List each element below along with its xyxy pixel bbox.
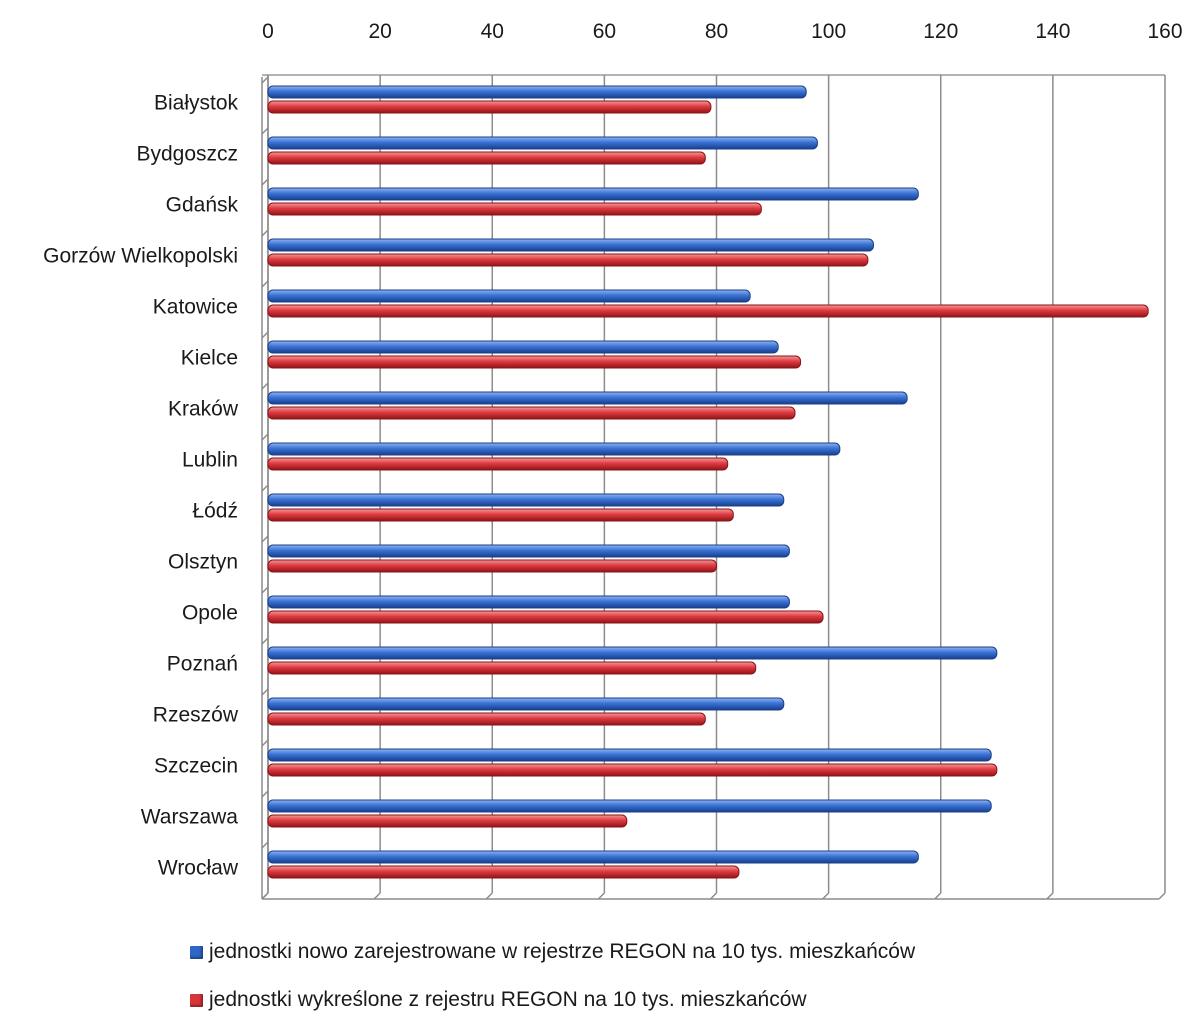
x-tick-label: 40: [481, 20, 504, 43]
x-tick-label: 0: [262, 20, 274, 43]
x-axis-ticks: 0 20 40 60 80 100 120 140 160: [262, 20, 1182, 43]
legend-label-removed: jednostki wykreślone z rejestru REGON na…: [209, 988, 807, 1011]
bar-removed: [267, 712, 706, 726]
bar-removed: [267, 253, 869, 267]
legend-swatch-blue: [190, 945, 203, 959]
bar-removed: [267, 457, 729, 471]
x-tick-label: 20: [368, 20, 391, 43]
category-label: Olsztyn: [168, 551, 238, 574]
legend-item-new: jednostki nowo zarejestrowane w rejestrz…: [190, 940, 915, 964]
x-tick-label: 120: [923, 20, 958, 43]
bar-removed: [267, 661, 757, 675]
legend-swatch-red: [190, 993, 203, 1007]
x-tick-label: 160: [1147, 20, 1182, 43]
category-label: Bydgoszcz: [136, 143, 238, 166]
category-label: Wrocław: [158, 857, 239, 880]
bar-new: [267, 595, 790, 609]
bar-removed: [267, 355, 802, 369]
bar-new: [267, 238, 874, 252]
bar-new: [267, 493, 785, 507]
category-label: Poznań: [167, 653, 238, 676]
category-label: Lublin: [182, 449, 238, 472]
category-label: Kielce: [181, 347, 238, 370]
bar-new: [267, 187, 919, 201]
bar-new: [267, 136, 818, 150]
x-tick-label: 100: [811, 20, 846, 43]
bar-new: [267, 442, 841, 456]
bar-new: [267, 799, 992, 813]
category-label: Warszawa: [141, 806, 239, 829]
bar-removed: [267, 202, 762, 216]
category-label: Katowice: [153, 296, 238, 319]
bar-removed: [267, 508, 734, 522]
category-label: Gorzów Wielkopolski: [43, 245, 238, 268]
bar-removed: [267, 151, 706, 165]
bar-new: [267, 85, 807, 99]
bar-new: [267, 697, 785, 711]
bar-new: [267, 646, 998, 660]
category-label: Gdańsk: [166, 194, 239, 217]
bar-new: [267, 289, 751, 303]
bar-new: [267, 340, 779, 354]
bar-removed: [267, 559, 717, 573]
bar-removed: [267, 610, 824, 624]
x-tick-label: 140: [1035, 20, 1070, 43]
category-label: Łódź: [192, 500, 238, 523]
category-label: Kraków: [168, 398, 239, 421]
bar-removed: [267, 814, 628, 828]
bar-removed: [267, 763, 998, 777]
bar-new: [267, 748, 992, 762]
x-tick-label: 80: [705, 20, 728, 43]
bar-new: [267, 391, 908, 405]
bar-new: [267, 850, 919, 864]
bar-new: [267, 544, 790, 558]
bar-removed: [267, 406, 796, 420]
bar-removed: [267, 304, 1149, 318]
category-label: Szczecin: [154, 755, 238, 778]
category-label: Rzeszów: [153, 704, 239, 727]
category-label: Białystok: [154, 92, 239, 115]
category-label: Opole: [182, 602, 238, 625]
y-axis-categories: Białystok Bydgoszcz Gdańsk Gorzów Wielkopol…: [43, 92, 239, 880]
legend-label-new: jednostki nowo zarejestrowane w rejestrz…: [209, 940, 916, 963]
legend-item-removed: jednostki wykreślone z rejestru REGON na…: [190, 988, 807, 1012]
x-tick-label: 60: [593, 20, 616, 43]
bars: [267, 85, 1149, 879]
bar-removed: [267, 865, 740, 879]
bar-removed: [267, 100, 712, 114]
